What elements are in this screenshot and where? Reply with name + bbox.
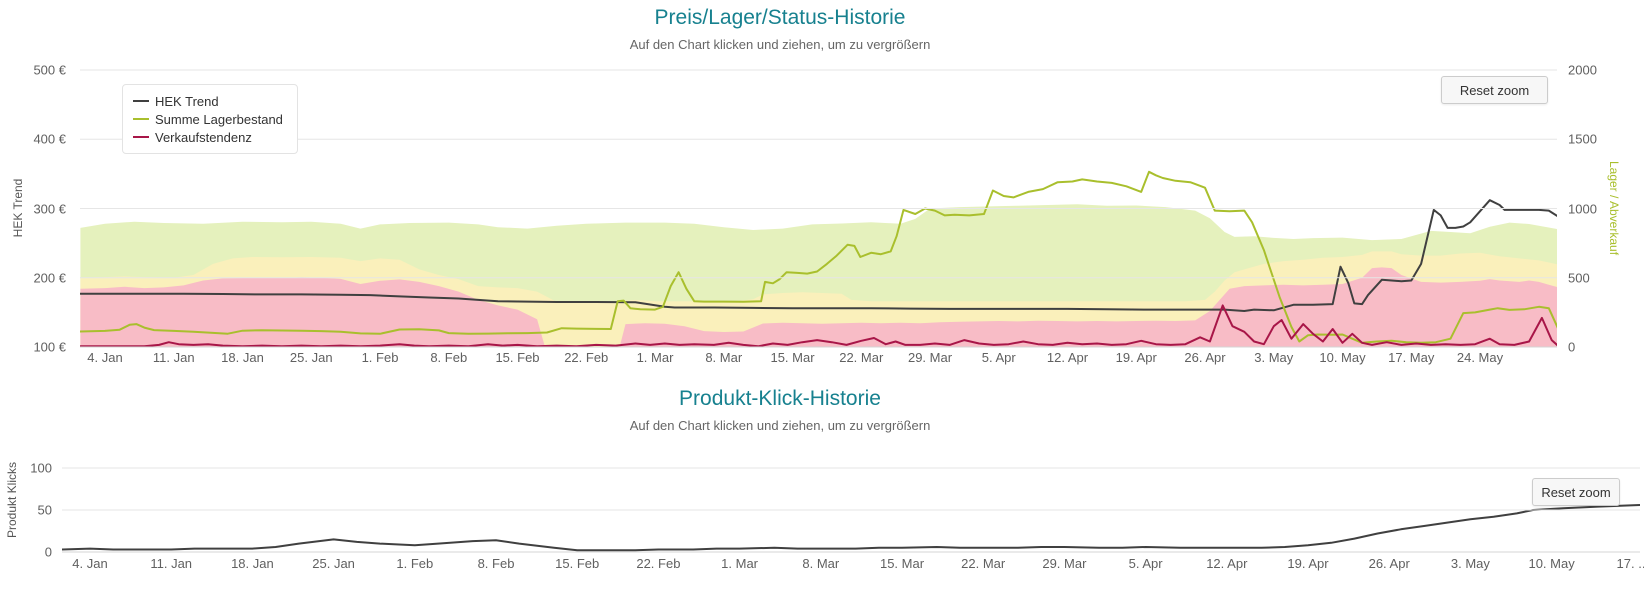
x-tick-label: 10. May — [1528, 556, 1575, 571]
x-tick-label: 8. Mar — [705, 350, 743, 365]
chart-subtitle: Auf den Chart klicken und ziehen, um zu … — [629, 37, 931, 52]
x-tick-label: 1. Mar — [636, 350, 674, 365]
y-tick-label-left: 100 € — [33, 339, 66, 355]
x-tick-label: 18. Jan — [231, 556, 274, 571]
x-tick-label: 1. Mar — [721, 556, 759, 571]
x-tick-label: 4. Jan — [72, 556, 108, 571]
chart-title: Preis/Lager/Status-Historie — [654, 6, 906, 29]
x-tick-label: 22. Feb — [636, 556, 681, 571]
y-tick-label-left: 100 — [30, 460, 52, 476]
reset-zoom-button[interactable]: Reset zoom — [1441, 76, 1548, 104]
plot-area[interactable] — [62, 504, 1640, 552]
x-tick-label: 25. Jan — [289, 350, 333, 365]
y-tick-label-right: 1500 — [1568, 131, 1597, 147]
y-tick-label-right: 2000 — [1568, 62, 1597, 78]
x-tick-label: 24. May — [1456, 350, 1504, 365]
legend-item[interactable]: Summe Lagerbestand — [133, 110, 283, 128]
y-tick-label-left: 500 € — [33, 62, 66, 78]
series-line-produkt-klicks — [62, 504, 1640, 552]
y-tick-label-right: 500 — [1568, 270, 1590, 286]
x-tick-label: 15. Feb — [495, 350, 540, 365]
x-tick-label: 5. Apr — [1128, 556, 1163, 571]
chart-title: Produkt-Klick-Historie — [679, 387, 881, 410]
legend: HEK Trend Summe Lagerbestand Verkaufstende… — [122, 84, 298, 154]
x-tick-label: 19. Apr — [1115, 350, 1157, 365]
x-tick-label: 15. Feb — [555, 556, 600, 571]
series-line-hek-trend — [80, 199, 1557, 312]
y-tick-label-left: 0 — [44, 544, 52, 560]
x-tick-label: 8. Mar — [802, 556, 840, 571]
x-tick-label: 29. Mar — [907, 350, 953, 365]
x-tick-label: 25. Jan — [312, 556, 355, 571]
legend-label: HEK Trend — [155, 93, 219, 109]
y-tick-label-left: 400 € — [33, 131, 66, 147]
x-tick-label: 8. Feb — [477, 556, 515, 571]
x-tick-label: 8. Feb — [430, 350, 468, 365]
x-tick-label: 4. Jan — [87, 350, 123, 365]
y-tick-label-left: 50 — [37, 502, 52, 518]
x-tick-label: 10. May — [1319, 350, 1366, 365]
legend-item[interactable]: HEK Trend — [133, 92, 283, 110]
x-tick-label: 17. May — [1388, 350, 1435, 365]
x-tick-label: 18. Jan — [221, 350, 264, 365]
x-tick-label: 11. Jan — [152, 350, 195, 365]
x-tick-label: 29. Mar — [1042, 556, 1087, 571]
x-tick-label: 3. May — [1254, 350, 1294, 365]
x-tick-label: 15. Mar — [879, 556, 925, 571]
x-tick-label: 11. Jan — [150, 556, 193, 571]
x-tick-label: 12. Apr — [1046, 350, 1089, 365]
y-axis-title-right: Lager / Abverkauf — [1607, 160, 1621, 256]
x-tick-label: 1. Feb — [396, 556, 434, 571]
chart-subtitle: Auf den Chart klicken und ziehen, um zu … — [629, 418, 931, 433]
x-tick-label: 22. Feb — [564, 350, 609, 365]
x-tick-label: 3. May — [1450, 556, 1490, 571]
x-tick-label: 15. Mar — [770, 350, 815, 365]
x-tick-label: 19. Apr — [1287, 556, 1329, 571]
plot-area[interactable] — [80, 170, 1558, 348]
x-tick-label: 1. Feb — [361, 350, 399, 365]
legend-swatch-icon — [133, 118, 149, 120]
legend-label: Summe Lagerbestand — [155, 111, 283, 127]
y-tick-label-right: 0 — [1568, 339, 1576, 355]
x-tick-label: 22. Mar — [961, 556, 1006, 571]
band-status-pink — [80, 267, 1557, 347]
x-tick-label: 12. Apr — [1206, 556, 1248, 571]
legend-item[interactable]: Verkaufstendenz — [133, 128, 283, 146]
x-tick-label: 5. Apr — [981, 350, 1016, 365]
y-tick-label-left: 300 € — [33, 201, 66, 216]
x-tick-label: 22. Mar — [839, 350, 884, 365]
series-line-verkaufstendenz — [80, 304, 1557, 348]
x-tick-label: 26. Apr — [1184, 350, 1226, 365]
x-tick-label: 17. ... — [1616, 556, 1644, 571]
reset-zoom-button[interactable]: Reset zoom — [1532, 478, 1620, 506]
y-tick-label-right: 1000 — [1568, 201, 1597, 216]
y-tick-label-left: 200 € — [33, 270, 66, 286]
legend-swatch-icon — [133, 136, 149, 138]
legend-swatch-icon — [133, 100, 149, 102]
x-tick-label: 26. Apr — [1368, 556, 1410, 571]
legend-label: Verkaufstendenz — [155, 129, 252, 145]
